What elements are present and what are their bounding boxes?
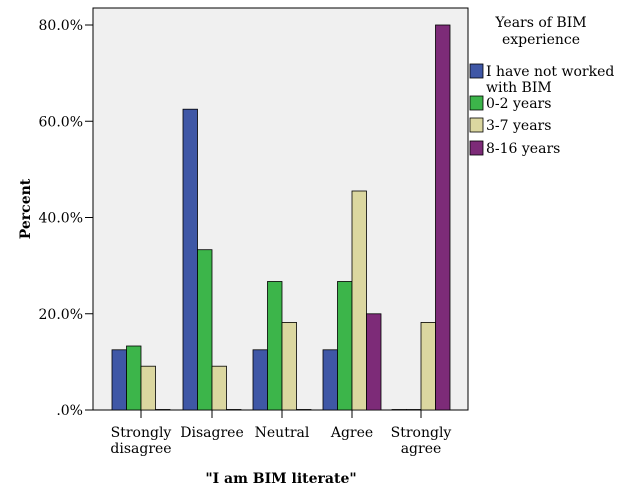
- bar: [366, 313, 382, 411]
- bar: [126, 345, 142, 411]
- legend-swatch: [469, 140, 484, 156]
- bar: [391, 409, 407, 411]
- category-label: Neutral: [255, 425, 310, 441]
- bar: [435, 24, 451, 411]
- bar: [111, 349, 127, 411]
- bar: [140, 365, 156, 411]
- bar: [322, 349, 338, 411]
- y-axis: .0% 20.0% 40.0% 60.0% 80.0%: [39, 18, 93, 419]
- legend-swatch: [469, 95, 484, 111]
- y-tick-label: 40.0%: [39, 211, 83, 227]
- bar: [211, 365, 227, 411]
- y-tick-label: 20.0%: [39, 307, 83, 323]
- bar: [337, 281, 353, 411]
- legend-label: with BIM: [486, 80, 552, 96]
- bar: [420, 321, 436, 411]
- bar: [226, 409, 242, 411]
- category-label: Agree: [330, 425, 373, 441]
- category-label: Disagree: [180, 425, 243, 441]
- legend-label: I have not worked: [486, 64, 614, 80]
- y-tick-label: .0%: [56, 403, 83, 419]
- y-tick-label: 60.0%: [39, 114, 83, 130]
- y-axis-title: Percent: [18, 178, 34, 239]
- bar: [351, 190, 367, 411]
- category-label: disagree: [110, 441, 171, 457]
- category-label: Strongly: [391, 425, 452, 441]
- bar: [252, 349, 268, 411]
- legend-title: experience: [502, 32, 580, 48]
- bar: [182, 108, 198, 411]
- legend-swatch: [469, 63, 484, 79]
- legend-label: 8-16 years: [486, 141, 560, 157]
- y-tick-label: 80.0%: [39, 18, 83, 34]
- x-axis-title: "I am BIM literate": [205, 471, 356, 487]
- bar: [155, 409, 171, 411]
- legend-title: Years of BIM: [494, 15, 586, 31]
- bar: [281, 321, 297, 411]
- bar: [267, 281, 283, 411]
- bar: [197, 249, 213, 411]
- bar: [296, 409, 312, 411]
- legend-label: 3-7 years: [486, 118, 551, 134]
- bars: [111, 24, 451, 411]
- legend-swatch: [469, 117, 484, 133]
- category-label: Strongly: [111, 425, 172, 441]
- bar: [406, 409, 422, 411]
- legend-label: 0-2 years: [486, 96, 551, 112]
- category-label: agree: [401, 441, 442, 457]
